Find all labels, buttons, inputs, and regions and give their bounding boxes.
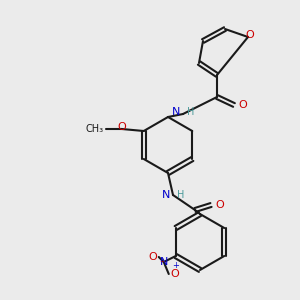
Text: CH₃: CH₃ — [85, 124, 104, 134]
Text: +: + — [172, 260, 178, 269]
Text: O: O — [215, 200, 224, 210]
Text: O: O — [117, 122, 126, 132]
Text: O: O — [246, 30, 254, 40]
Text: N: N — [160, 257, 168, 267]
Text: ⁻: ⁻ — [160, 259, 165, 269]
Text: O: O — [171, 269, 179, 279]
Text: H: H — [177, 190, 184, 200]
Text: O: O — [148, 252, 157, 262]
Text: O: O — [238, 100, 247, 110]
Text: H: H — [187, 107, 194, 117]
Text: N: N — [162, 190, 170, 200]
Text: N: N — [172, 107, 180, 117]
